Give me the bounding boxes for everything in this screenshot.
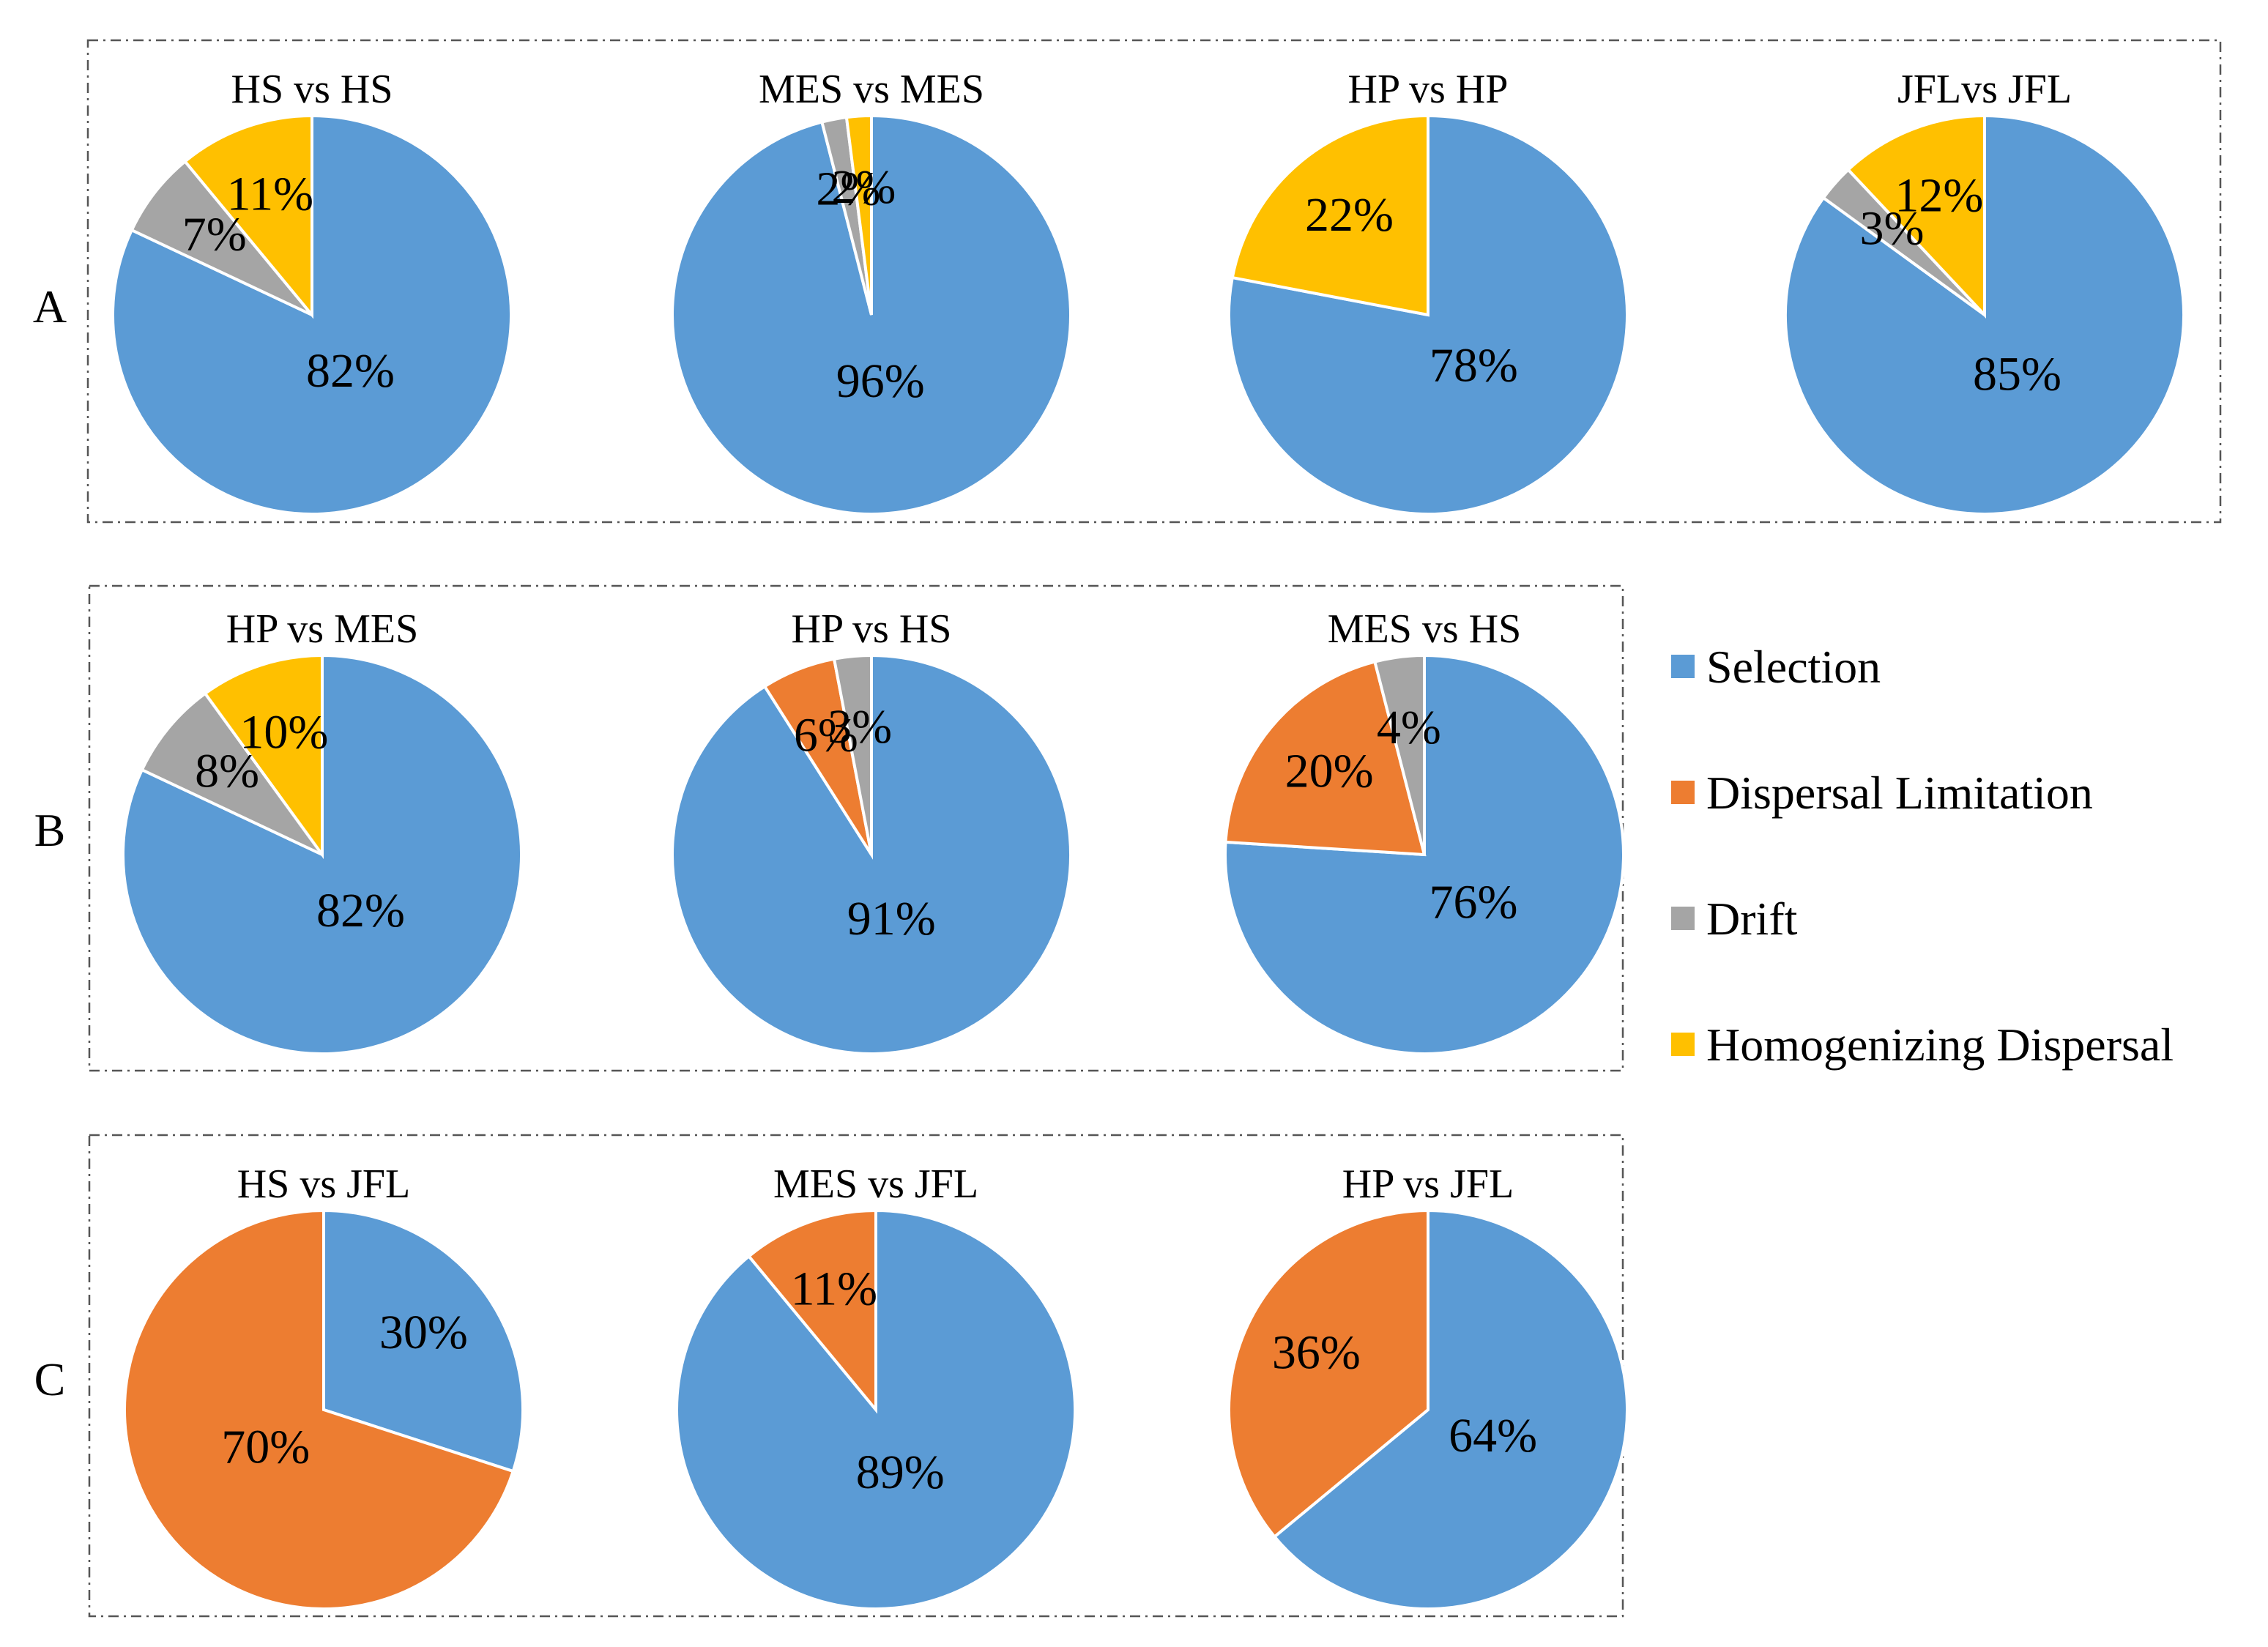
data-label-selection: 82% bbox=[306, 344, 395, 398]
data-label-homogenizing-dispersal: 12% bbox=[1895, 168, 1983, 222]
data-label-dispersal-limitation: 6% bbox=[794, 708, 858, 762]
pie-hp-vs-hs: HP vs HS 91% 6%3% bbox=[671, 606, 1072, 1055]
legend-swatch-selection bbox=[1671, 655, 1695, 678]
legend: Selection Dispersal Limitation Drift Hom… bbox=[1671, 641, 2174, 1071]
data-label-drift: 4% bbox=[1377, 701, 1441, 754]
pie-title: MES vs JFL bbox=[773, 1161, 978, 1207]
slice-homogenizing-dispersal bbox=[203, 653, 324, 860]
data-label-drift: 2% bbox=[816, 162, 880, 215]
legend-swatch-homogenizing-dispersal bbox=[1671, 1033, 1695, 1056]
pie-title: HP vs HP bbox=[1348, 67, 1509, 112]
data-label-drift: 7% bbox=[182, 208, 247, 261]
data-label-selection: 82% bbox=[316, 884, 405, 937]
pie-hs-vs-hs: HS vs HS 82% 7%11% bbox=[111, 67, 513, 516]
pie-title: HS vs HS bbox=[231, 67, 393, 112]
row-label-c: C bbox=[34, 1353, 66, 1405]
pie-jflvs-jfl: JFLvs JFL 85% 3%12% bbox=[1784, 67, 2185, 516]
slice-drift bbox=[832, 653, 873, 855]
slice-dispersal-limitation bbox=[1224, 660, 1427, 857]
slice-drift bbox=[1372, 653, 1426, 855]
pie-title: HS vs JFL bbox=[237, 1161, 411, 1207]
legend-swatch-drift bbox=[1671, 907, 1695, 930]
slice-dispersal-limitation bbox=[1227, 1208, 1429, 1539]
pie-mes-vs-jfl: MES vs JFL 89% 11% bbox=[675, 1161, 1077, 1610]
data-label-homogenizing-dispersal: 11% bbox=[227, 167, 314, 220]
panel-a-frame bbox=[86, 39, 2222, 524]
data-label-dispersal-limitation: 20% bbox=[1285, 745, 1374, 798]
pie-title: HP vs JFL bbox=[1342, 1161, 1514, 1207]
data-label-selection: 78% bbox=[1429, 339, 1518, 393]
data-label-homogenizing-dispersal: 10% bbox=[239, 706, 328, 759]
slice-homogenizing-dispersal bbox=[844, 114, 873, 316]
slice-drift bbox=[140, 691, 324, 856]
slice-homogenizing-dispersal bbox=[1845, 114, 1986, 319]
pie-hp-vs-hp: HP vs HP 78% 22% bbox=[1227, 67, 1629, 516]
data-label-dispersal-limitation: 36% bbox=[1272, 1326, 1361, 1379]
pie-title: MES vs HS bbox=[1328, 606, 1522, 652]
pie-hp-vs-mes: HP vs MES 82% 8%10% bbox=[122, 606, 523, 1055]
pie-mes-vs-hs: MES vs HS 76% 20%4% bbox=[1224, 606, 1625, 1055]
pie-mes-vs-mes: MES vs MES 96% 2%2% bbox=[671, 67, 1072, 516]
pie-hp-vs-jfl: HP vs JFL 64% 36% bbox=[1227, 1161, 1629, 1610]
data-label-drift: 3% bbox=[828, 700, 892, 754]
data-label-drift: 8% bbox=[195, 745, 259, 798]
pie-title: JFLvs JFL bbox=[1897, 67, 2072, 112]
data-label-drift: 3% bbox=[1860, 202, 1925, 256]
slice-selection bbox=[671, 653, 1072, 1055]
row-label-a: A bbox=[33, 280, 67, 332]
data-label-selection: 96% bbox=[836, 354, 925, 408]
data-label-selection: 85% bbox=[1973, 347, 2061, 401]
data-label-selection: 30% bbox=[379, 1306, 468, 1359]
pie-title: MES vs MES bbox=[759, 67, 984, 112]
data-label-homogenizing-dispersal: 22% bbox=[1305, 188, 1394, 242]
slice-dispersal-limitation bbox=[746, 1208, 877, 1414]
legend-label-selection: Selection bbox=[1706, 641, 1881, 693]
pie-title: HP vs MES bbox=[226, 606, 418, 652]
data-label-selection: 91% bbox=[847, 892, 936, 945]
legend-label-homogenizing-dispersal: Homogenizing Dispersal bbox=[1706, 1019, 2174, 1071]
slice-selection bbox=[322, 1208, 524, 1473]
legend-label-drift: Drift bbox=[1706, 893, 1798, 945]
data-label-selection: 76% bbox=[1429, 876, 1518, 929]
data-label-selection: 89% bbox=[856, 1446, 945, 1499]
row-label-b: B bbox=[34, 804, 66, 856]
data-label-dispersal-limitation: 11% bbox=[791, 1262, 878, 1315]
slice-homogenizing-dispersal bbox=[182, 114, 313, 319]
legend-label-dispersal-limitation: Dispersal Limitation bbox=[1706, 767, 2093, 819]
data-label-homogenizing-dispersal: 2% bbox=[831, 160, 896, 214]
pie-hs-vs-jfl: HS vs JFL 30% 70% bbox=[123, 1161, 524, 1610]
slice-homogenizing-dispersal bbox=[1230, 114, 1429, 317]
slice-dispersal-limitation bbox=[123, 1208, 516, 1610]
slice-selection bbox=[1272, 1208, 1629, 1610]
slice-drift bbox=[130, 159, 313, 316]
legend-swatch-dispersal-limitation bbox=[1671, 781, 1695, 804]
pie-title: HP vs HS bbox=[792, 606, 952, 652]
data-label-dispersal-limitation: 70% bbox=[221, 1421, 310, 1474]
data-label-selection: 64% bbox=[1449, 1409, 1537, 1462]
